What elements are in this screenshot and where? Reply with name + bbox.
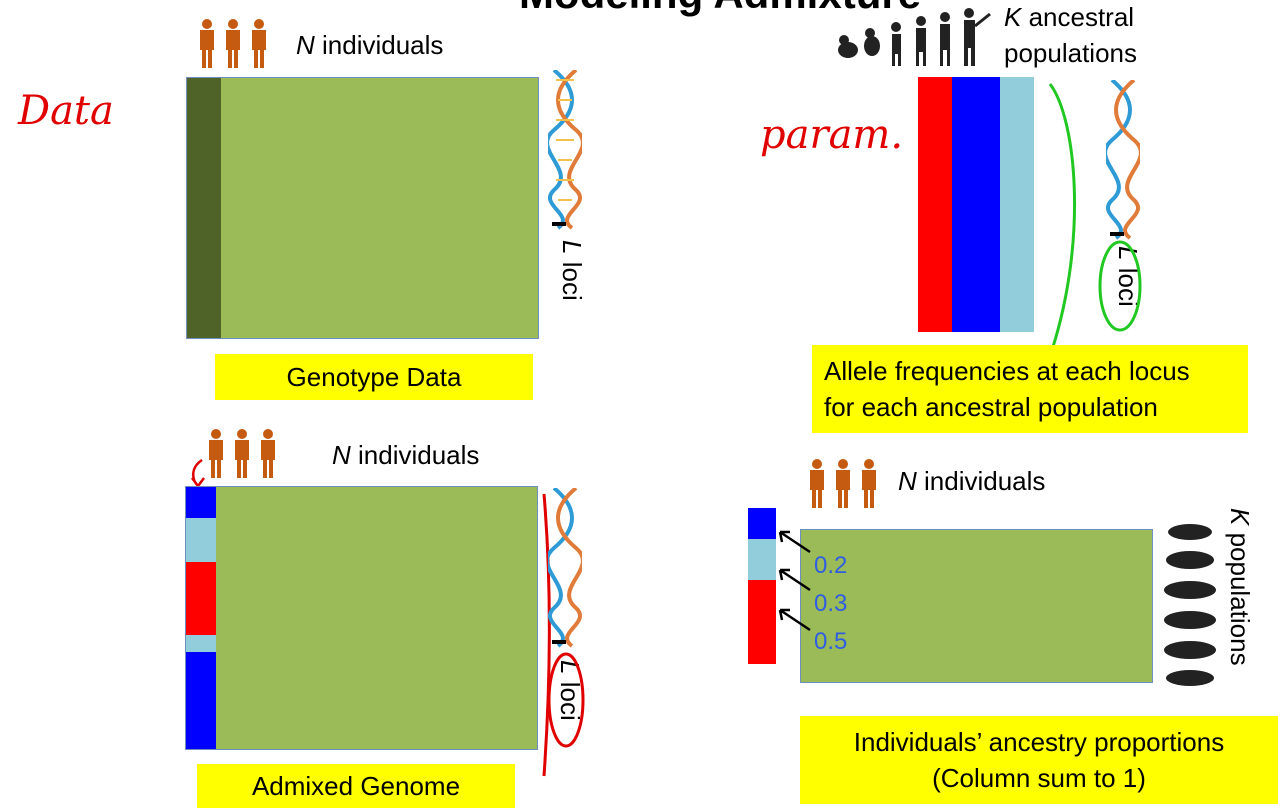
segment-lightblue [186,518,216,562]
dna-icon [548,70,582,230]
admixed-genome-column [186,487,216,749]
admixed-caption: Admixed Genome [197,764,515,808]
proportion-value: 0.3 [814,590,848,617]
dna-icon [1106,80,1140,240]
admixed-matrix [185,486,538,750]
allele-column-red [918,77,952,332]
proportion-red [748,580,776,664]
evolution-silhouettes-icon [838,8,991,66]
dna-icon [548,488,582,648]
genotype-matrix [186,77,539,339]
green-circle-annotation [1098,240,1142,332]
genotype-caption: Genotype Data [215,354,533,400]
ancestry-individuals-label: N individuals [898,466,1046,496]
red-bracket-annotation [542,493,551,777]
segment-blue [186,487,216,518]
genotype-loci-label: L loci [557,240,587,301]
proportion-lightblue [748,539,776,580]
slide-title: Modeling Admixture [440,0,1000,18]
allele-k-label: K ancestral [1004,2,1135,32]
proportion-blue [748,508,776,539]
ancestry-k-label: K populations [1225,508,1255,666]
handwritten-param-note: param. [760,112,904,158]
allele-caption: Allele frequencies at each locus for eac… [812,345,1248,433]
allele-column-blue [952,77,1000,332]
proportion-value: 0.2 [814,552,848,579]
genotype-individuals-label: N individuals [296,30,444,60]
proportion-value: 0.5 [814,628,848,655]
allele-k-label-line2: populations [1004,38,1137,68]
genotype-column-highlight [187,78,221,338]
ancestry-matrix [800,529,1153,683]
arrows-icon [778,530,811,632]
green-bracket-annotation [1048,83,1076,351]
segment-red [186,562,216,635]
people-icon [209,429,275,478]
evolution-silhouettes-icon [1164,524,1216,686]
admixed-individuals-label: N individuals [332,440,480,470]
handwritten-data-note: Data [18,88,114,134]
people-icon [810,459,876,508]
segment-blue [186,652,216,749]
ancestry-column [748,508,776,664]
people-icon [200,19,266,68]
allele-column-lightblue [1000,77,1034,332]
ancestry-caption: Individuals’ ancestry proportions (Colum… [800,716,1278,804]
red-circle-annotation [547,652,585,748]
segment-lightblue [186,635,216,652]
